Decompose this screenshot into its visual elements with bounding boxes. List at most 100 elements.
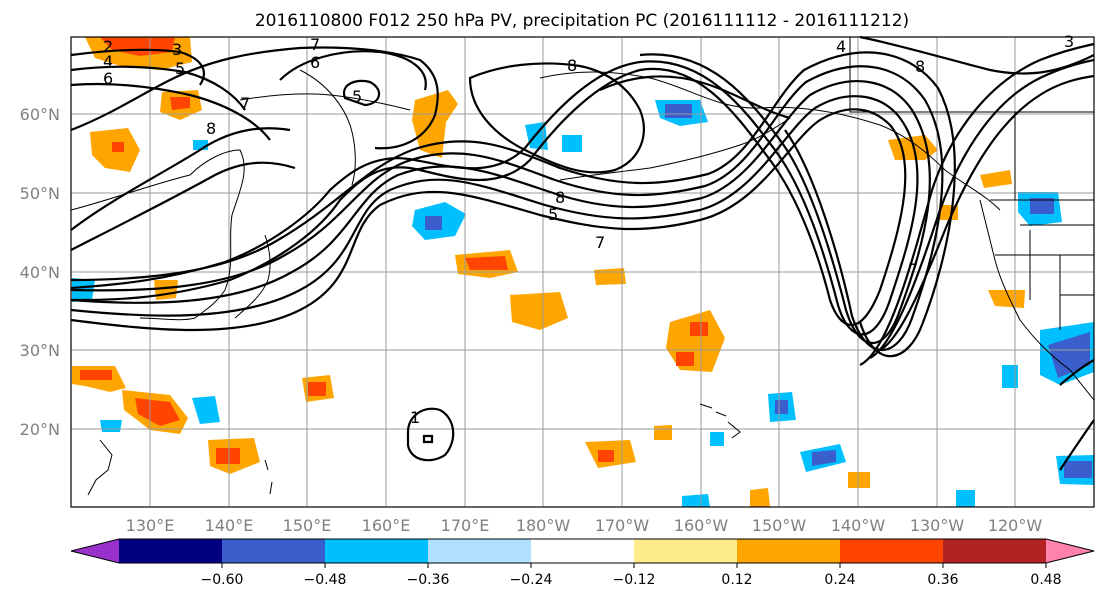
pacific-islands bbox=[87, 439, 273, 496]
precip-blob bbox=[665, 104, 692, 118]
precip-blob bbox=[956, 490, 975, 507]
precip-blob bbox=[192, 396, 220, 424]
precip-blob bbox=[112, 142, 124, 152]
siberia-coastline bbox=[239, 93, 411, 111]
contour-label: 7 bbox=[908, 260, 918, 279]
contour-labels: 2 3 4 5 6 7 8 5 6 8 5 8 7 4 3 8 1 7 7 bbox=[103, 32, 1074, 427]
colorbar-bin bbox=[840, 539, 944, 563]
lon-label: 160°E bbox=[362, 516, 411, 535]
pv-contour-line bbox=[1059, 419, 1095, 471]
pv-contour-line bbox=[879, 74, 1095, 351]
lon-label: 140°W bbox=[831, 516, 886, 535]
colorbar-outline bbox=[70, 538, 1095, 564]
lon-label: 130°E bbox=[126, 516, 175, 535]
lon-label: 120°W bbox=[988, 516, 1043, 535]
contour-label: 7 bbox=[240, 94, 250, 113]
colorbar-extend-low bbox=[71, 539, 119, 563]
precip-blob bbox=[154, 280, 178, 300]
alaska-coastline bbox=[539, 71, 1001, 211]
pv-contour-line bbox=[70, 82, 271, 141]
contour-label: 5 bbox=[352, 87, 362, 106]
contour-label: 6 bbox=[310, 53, 320, 72]
precip-blob bbox=[988, 290, 1025, 308]
hawaii-islands bbox=[699, 403, 741, 439]
contour-label: 7 bbox=[595, 233, 605, 252]
precip-blob bbox=[170, 97, 190, 110]
contour-label: 8 bbox=[915, 57, 925, 76]
pv-contour-line bbox=[406, 407, 455, 462]
pv-contour-line bbox=[422, 434, 434, 444]
graticule bbox=[71, 37, 1094, 507]
pv-contour-line bbox=[859, 35, 1095, 75]
pv-contours bbox=[70, 35, 1095, 471]
colorbar-bin bbox=[634, 539, 738, 563]
pv-contour-line bbox=[70, 65, 246, 111]
precip-blob bbox=[775, 400, 788, 414]
pv-contour-line bbox=[70, 53, 931, 344]
colorbar-tick-label: −0.12 bbox=[613, 572, 656, 588]
pv-contour-line bbox=[70, 51, 956, 358]
contour-label: 8 bbox=[555, 188, 565, 207]
contour-label: 7 bbox=[310, 35, 320, 54]
precip-blob bbox=[216, 448, 240, 464]
pv-contour-line bbox=[859, 42, 1095, 366]
colorbar-tick-label: 0.36 bbox=[927, 572, 958, 588]
lon-label: 170°W bbox=[595, 516, 650, 535]
coastlines bbox=[70, 37, 1095, 496]
colorbar-tick-label: 0.48 bbox=[1030, 572, 1061, 588]
colorbar-tick-label: 0.12 bbox=[721, 572, 752, 588]
precip-blob bbox=[465, 256, 508, 270]
precip-blob bbox=[690, 322, 708, 336]
contour-label: 5 bbox=[175, 59, 185, 78]
precip-blob bbox=[1002, 365, 1018, 388]
canada-border bbox=[849, 37, 1094, 200]
colorbar-tick-label: −0.60 bbox=[201, 572, 244, 588]
contour-label: 3 bbox=[1064, 32, 1074, 51]
contour-label: 4 bbox=[103, 52, 113, 71]
pv-contour-line bbox=[1059, 359, 1095, 386]
precip-blob bbox=[812, 450, 836, 466]
contour-label: 8 bbox=[567, 56, 577, 75]
pv-contour-line bbox=[279, 50, 427, 91]
state-borders bbox=[990, 199, 1094, 330]
colorbar-bin bbox=[222, 539, 326, 563]
contour-label: 6 bbox=[103, 69, 113, 88]
pv-contour-line bbox=[599, 75, 791, 120]
lat-label-20n: 20°N bbox=[20, 420, 60, 439]
north-america-coastline bbox=[979, 199, 1095, 401]
precip-blob bbox=[598, 450, 614, 462]
contour-label: 5 bbox=[548, 205, 558, 224]
precip-blob bbox=[308, 382, 326, 396]
contour-label: 2 bbox=[103, 37, 113, 56]
precip-blob bbox=[562, 135, 582, 152]
colorbar-bin bbox=[428, 539, 532, 563]
colorbar-tick-label: −0.36 bbox=[407, 572, 450, 588]
colorbar-tick-label: −0.24 bbox=[510, 572, 553, 588]
contour-label: 1 bbox=[410, 408, 420, 427]
precip-blob bbox=[510, 292, 568, 330]
pv-contour-line bbox=[70, 161, 296, 251]
pv-contour-line bbox=[70, 127, 291, 231]
precip-blob bbox=[1064, 461, 1092, 478]
pv-contour-line bbox=[342, 79, 381, 107]
pv-contour-line bbox=[70, 60, 919, 336]
precip-blob bbox=[135, 398, 180, 426]
asia-coastline bbox=[70, 149, 245, 321]
lat-label-40n: 40°N bbox=[20, 263, 60, 282]
precip-blob bbox=[412, 90, 458, 158]
colorbar-bin bbox=[119, 539, 223, 563]
lon-label: 170°E bbox=[441, 516, 490, 535]
precip-blob bbox=[710, 432, 724, 446]
latitude-labels: 60°N 50°N 40°N 30°N 20°N bbox=[20, 105, 60, 439]
pv-contour-line bbox=[70, 67, 907, 332]
colorbar: −0.60 −0.48 −0.36 −0.24 −0.12 0.12 0.24 0.36 0.4… bbox=[70, 538, 1095, 588]
precip-blob bbox=[750, 488, 770, 507]
colorbar-bin bbox=[531, 539, 635, 563]
precip-blob bbox=[100, 420, 122, 432]
colorbar-extend-high bbox=[1046, 539, 1094, 563]
colorbar-bin bbox=[943, 539, 1047, 563]
precip-blob bbox=[80, 370, 112, 380]
precip-blob bbox=[980, 170, 1012, 188]
colorbar-bin bbox=[325, 539, 429, 563]
